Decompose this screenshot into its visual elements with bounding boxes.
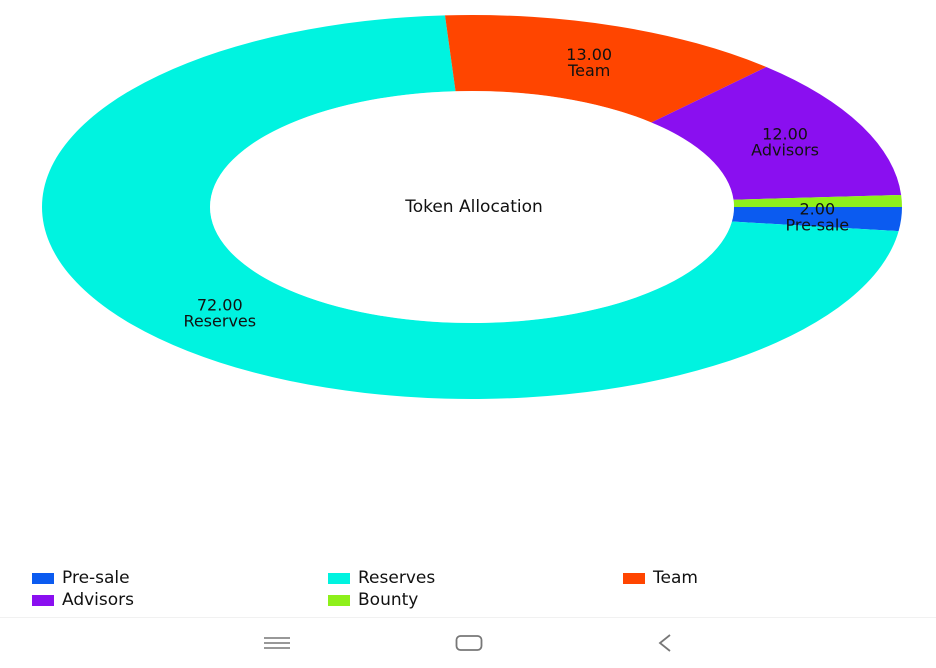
legend-item-advisors: Advisors — [32, 589, 134, 611]
back-button[interactable] — [645, 630, 685, 656]
slice-pre-sale — [731, 207, 902, 232]
legend-label-reserves: Reserves — [358, 568, 436, 588]
recent-apps-icon — [264, 637, 290, 649]
legend-item-pre-sale: Pre-sale — [32, 567, 130, 589]
slice-advisors — [651, 67, 902, 200]
legend-swatch-reserves — [328, 572, 350, 584]
legend-label-pre-sale: Pre-sale — [62, 568, 130, 588]
back-icon — [658, 634, 671, 652]
legend-item-reserves: Reserves — [328, 567, 435, 589]
legend-swatch-advisors — [32, 594, 54, 606]
legend-swatch-pre-sale — [32, 572, 54, 584]
recent-apps-button[interactable] — [257, 630, 297, 656]
slice-reserves — [41, 15, 899, 400]
slice-value-team: 13.00 — [566, 45, 612, 64]
home-button[interactable] — [449, 630, 489, 656]
legend-item-team: Team — [623, 567, 698, 589]
donut-hole — [222, 100, 722, 314]
legend-swatch-bounty — [328, 594, 350, 606]
slice-name-reserves: Reserves — [183, 311, 256, 330]
legend-label-advisors: Advisors — [62, 590, 135, 610]
donut-chart: 2.00 Pre-sale 72.00 Reserves 13.00 Team 12.00 A… — [41, 15, 902, 400]
slice-value-pre-sale: 2.00 — [800, 200, 836, 219]
slice-team — [445, 15, 767, 123]
legend-label-bounty: Bounty — [358, 590, 419, 610]
chart-title: Token Allocation — [404, 197, 543, 217]
slice-name-team: Team — [567, 61, 610, 80]
slice-value-advisors: 12.00 — [762, 124, 808, 143]
system-navigation-bar — [0, 617, 936, 668]
home-icon — [455, 635, 483, 651]
slice-bounty — [733, 194, 902, 207]
slice-name-advisors: Advisors — [751, 140, 819, 159]
slices-layer — [41, 15, 902, 400]
legend-label-team: Team — [653, 568, 698, 588]
slice-value-reserves: 72.00 — [197, 295, 243, 314]
slice-name-pre-sale: Pre-sale — [785, 216, 849, 235]
legend-item-bounty: Bounty — [328, 589, 418, 611]
chart-legend: Pre-sale Reserves Team Advisors Bounty — [32, 567, 912, 613]
legend-swatch-team — [623, 572, 645, 584]
